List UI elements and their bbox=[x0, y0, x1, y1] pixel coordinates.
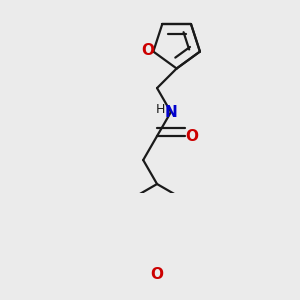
Text: O: O bbox=[141, 43, 154, 58]
Text: N: N bbox=[164, 105, 177, 120]
Text: O: O bbox=[185, 129, 198, 144]
Text: H: H bbox=[156, 103, 165, 116]
Text: O: O bbox=[151, 267, 164, 282]
